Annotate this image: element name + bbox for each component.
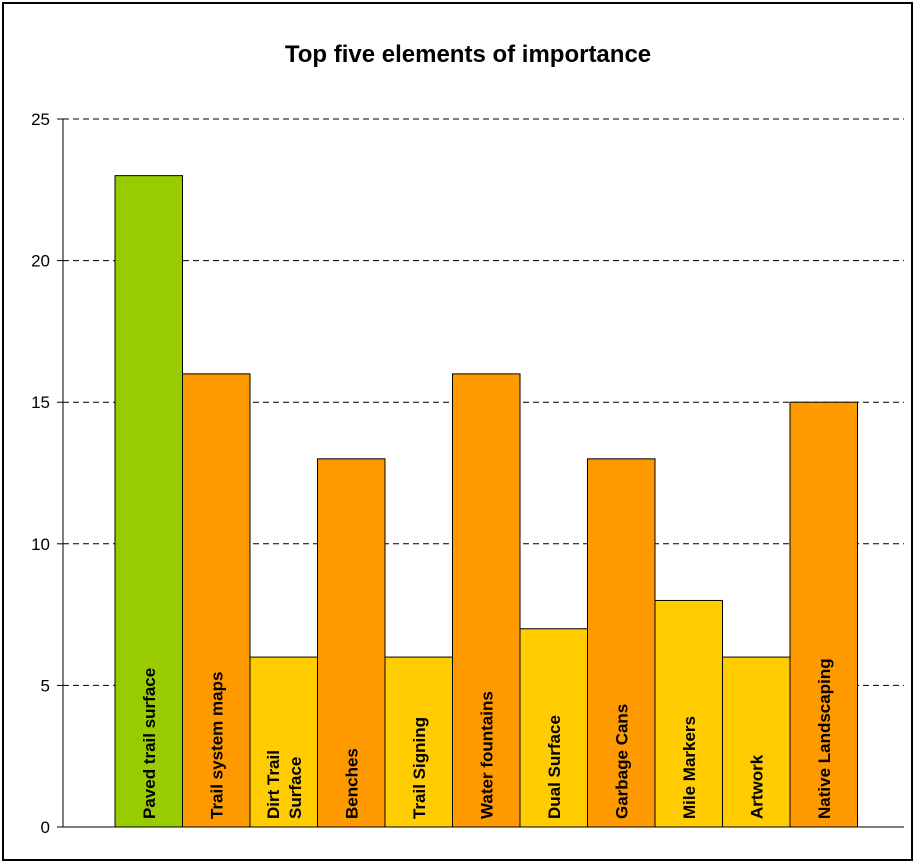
bar-label: Native Landscaping — [815, 658, 834, 819]
y-tick-label: 15 — [31, 393, 50, 412]
bar-label: Dual Surface — [545, 715, 564, 819]
y-tick-label: 10 — [31, 535, 50, 554]
bar-label-line: Artwork — [747, 754, 766, 819]
bar-label: Artwork — [747, 754, 766, 819]
bar — [789, 401, 858, 828]
bar-label-line: Dual Surface — [545, 715, 564, 819]
bar — [384, 656, 453, 828]
bar — [317, 458, 386, 828]
bar-label: Trail system maps — [207, 672, 226, 819]
bar-label-line: Water fountains — [477, 691, 496, 819]
bar-label: Mile Markers — [680, 716, 699, 819]
bars: Paved trail surface Trail system maps Dirt… — [114, 175, 858, 828]
bar — [182, 373, 251, 828]
bar-label-line: Mile Markers — [680, 716, 699, 819]
bar-label-line: Dirt Trail — [264, 750, 283, 819]
bar — [587, 458, 656, 828]
bar — [249, 656, 318, 828]
bar-label: Garbage Cans — [612, 704, 631, 819]
bar-label-line: Native Landscaping — [815, 658, 834, 819]
bar — [452, 373, 521, 828]
axes: 0 5 10 15 20 25 — [31, 110, 904, 837]
bar-label: Water fountains — [477, 691, 496, 819]
bar-label-line: Trail system maps — [207, 672, 226, 819]
bar-label: Benches — [342, 748, 361, 819]
y-tick-label: 25 — [31, 110, 50, 129]
bar — [654, 599, 723, 828]
bar-label-line: Garbage Cans — [612, 704, 631, 819]
bar-label-line: Benches — [342, 748, 361, 819]
bar-label: Trail Signing — [410, 717, 429, 819]
bar-label-line: Paved trail surface — [140, 668, 159, 819]
bar-label: Dirt Trail Surface — [264, 750, 305, 819]
y-tick-label: 20 — [31, 252, 50, 271]
chart-title: Top five elements of importance — [285, 41, 651, 68]
bar-label: Paved trail surface — [140, 668, 159, 819]
bar — [722, 656, 791, 828]
bar-label-line: Trail Signing — [410, 717, 429, 819]
bar-label-line: Surface — [286, 757, 305, 819]
y-tick-label: 0 — [41, 818, 50, 837]
y-tick-label: 5 — [41, 676, 50, 695]
